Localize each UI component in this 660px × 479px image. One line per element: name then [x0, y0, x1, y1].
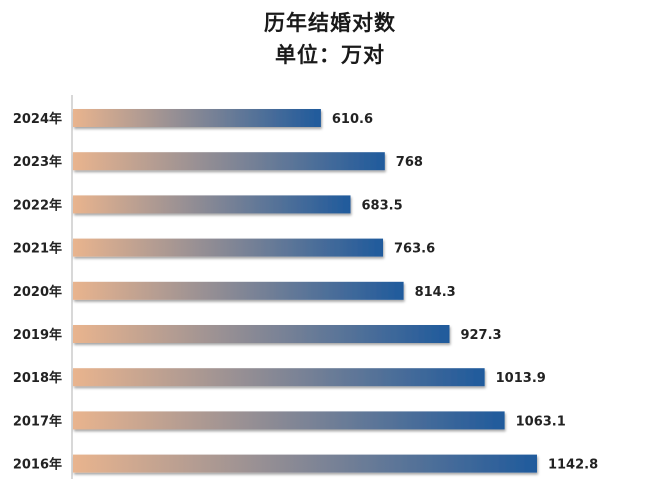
bar: [73, 368, 485, 387]
value-label: 763.6: [394, 242, 435, 257]
category-label: 2023年: [13, 154, 62, 170]
bar: [73, 109, 321, 127]
bar: [73, 152, 385, 171]
value-label: 1013.9: [496, 371, 546, 386]
category-label: 2018年: [13, 370, 62, 386]
category-label: 2024年: [13, 111, 62, 127]
value-label: 814.3: [415, 285, 456, 300]
bar: [73, 281, 404, 300]
bars-group: 2024年 610.6 2023年 768 2022年 683.5 2021年 763.6 20…: [13, 109, 598, 473]
bar: [73, 411, 505, 430]
bar: [73, 238, 384, 257]
bar: [73, 195, 351, 214]
value-label: 1142.8: [548, 458, 598, 473]
category-label: 2021年: [13, 241, 62, 257]
value-label: 927.3: [460, 328, 501, 343]
value-label: 610.6: [332, 112, 373, 127]
bar: [73, 454, 537, 473]
bar: [73, 325, 450, 343]
category-label: 2017年: [13, 413, 62, 429]
value-label: 768: [396, 155, 423, 170]
chart-subtitle: 单位：万对: [275, 43, 385, 67]
category-label: 2016年: [13, 457, 62, 473]
value-label: 683.5: [362, 198, 403, 213]
category-label: 2019年: [13, 327, 62, 343]
value-label: 1063.1: [516, 414, 566, 429]
category-label: 2022年: [13, 197, 62, 213]
category-label: 2020年: [13, 284, 62, 300]
chart-title: 历年结婚对数: [264, 11, 396, 35]
